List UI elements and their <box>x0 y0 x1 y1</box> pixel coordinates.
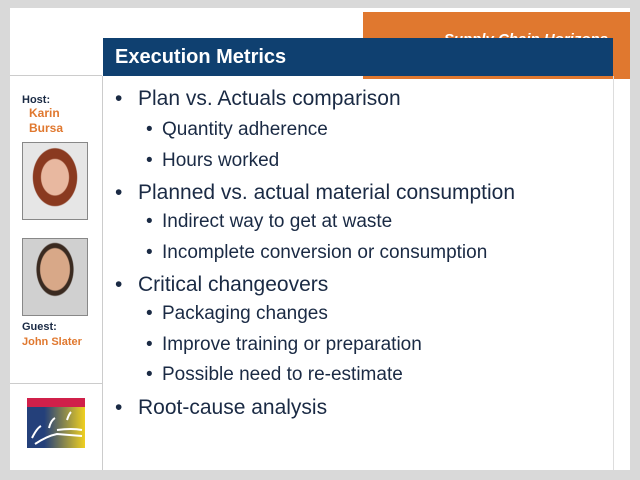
guest-label: Guest: <box>22 321 57 333</box>
title-bar: Execution Metrics <box>103 38 613 76</box>
sub-bullet-item: Improve training or preparation <box>115 332 515 363</box>
bullet-item: Plan vs. Actuals comparison <box>115 86 515 117</box>
bullet-item: Critical changeovers <box>115 272 515 303</box>
divider <box>10 75 102 76</box>
sub-bullet-item: Packaging changes <box>115 301 515 332</box>
host-last-name: Bursa <box>29 121 64 135</box>
host-first-name: Karin <box>29 106 60 120</box>
sub-bullet-item: Hours worked <box>115 148 515 179</box>
divider <box>10 383 102 384</box>
logility-logo <box>27 398 85 448</box>
guest-name: John Slater <box>22 336 82 348</box>
host-label: Host: <box>22 94 51 106</box>
sub-bullet-item: Indirect way to get at waste <box>115 209 515 240</box>
host-photo <box>22 142 88 220</box>
bullet-list: Plan vs. Actuals comparison Quantity adh… <box>115 86 515 424</box>
sub-bullet-item: Possible need to re-estimate <box>115 362 515 393</box>
guest-photo <box>22 238 88 316</box>
sub-bullet-item: Incomplete conversion or consumption <box>115 240 515 271</box>
sub-bullet-item: Quantity adherence <box>115 117 515 148</box>
divider <box>102 76 103 470</box>
slide-title: Execution Metrics <box>115 46 287 68</box>
bullet-item: Planned vs. actual material consumption <box>115 180 515 211</box>
bullet-item: Root-cause analysis <box>115 395 515 426</box>
divider <box>613 76 614 470</box>
